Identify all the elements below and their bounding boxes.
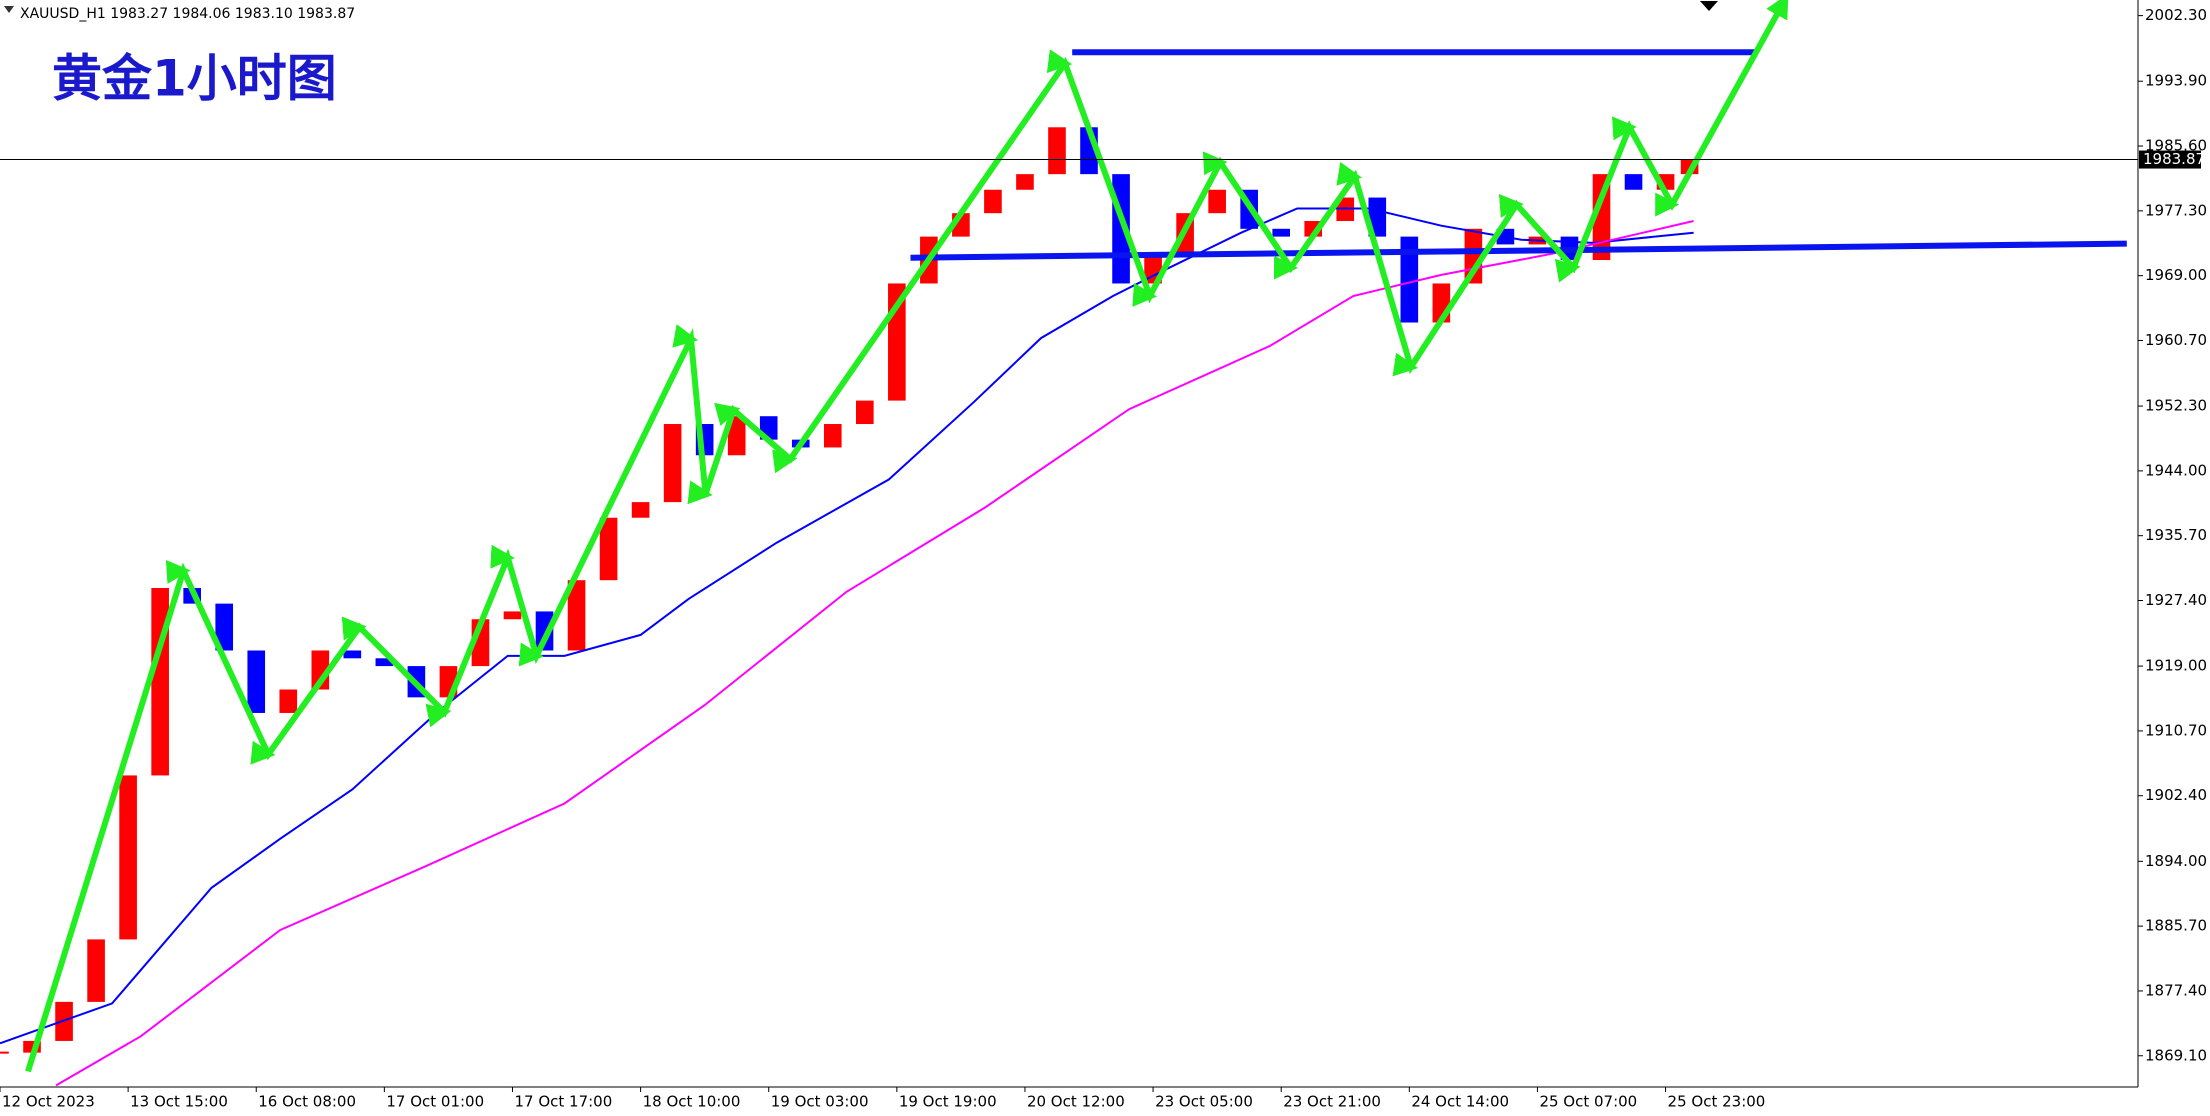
x-tick-label: 12 Oct 2023: [2, 1093, 95, 1111]
y-tick-label: 1902.40: [2145, 786, 2207, 804]
x-tick-label: 23 Oct 21:00: [1283, 1093, 1381, 1111]
x-tick-label: 19 Oct 03:00: [771, 1093, 869, 1111]
candle: [279, 689, 298, 713]
y-tick-label: 1927.40: [2145, 591, 2207, 609]
candle: [119, 775, 137, 940]
x-tick-label: 20 Oct 12:00: [1027, 1093, 1125, 1111]
x-tick-label: 18 Oct 10:00: [643, 1093, 741, 1111]
x-tick-label: 25 Oct 07:00: [1539, 1093, 1637, 1111]
y-tick-label: 1919.00: [2145, 657, 2207, 675]
chart-title: 黄金1小时图: [52, 50, 337, 108]
x-tick-label: 13 Oct 15:00: [130, 1093, 228, 1111]
candle: [247, 650, 266, 713]
x-tick-label: 17 Oct 01:00: [386, 1093, 484, 1111]
y-tick-label: 1960.70: [2145, 331, 2207, 349]
candle: [23, 1040, 41, 1053]
y-tick-label: 1952.30: [2145, 397, 2207, 415]
candle: [663, 424, 682, 503]
trend-arrow: [25, 0, 1789, 1073]
chart-header: XAUUSD_H1 1983.27 1984.06 1983.10 1983.8…: [20, 6, 355, 22]
candle: [1624, 174, 1643, 190]
y-tick-label: 1935.70: [2145, 526, 2207, 544]
candle: [1272, 228, 1291, 237]
y-tick-label: 1969.00: [2145, 266, 2207, 284]
last-price-label: 1983.87: [2143, 150, 2205, 168]
symbol-icon: [4, 6, 14, 13]
x-tick-label: 19 Oct 19:00: [899, 1093, 997, 1111]
plot-area: [0, 0, 2138, 1087]
candle: [856, 400, 874, 425]
y-tick-label: 1993.90: [2145, 72, 2207, 90]
y-tick-label: 2002.30: [2145, 6, 2207, 24]
candle: [1048, 127, 1066, 175]
x-tick-label: 24 Oct 14:00: [1411, 1093, 1509, 1111]
y-tick-label: 1877.40: [2145, 981, 2207, 999]
candle: [1208, 189, 1226, 214]
candle: [343, 650, 362, 659]
y-tick-label: 1910.70: [2145, 721, 2207, 739]
y-tick-label: 1985.60: [2145, 137, 2207, 155]
x-tick-label: 25 Oct 23:00: [1668, 1093, 1766, 1111]
x-tick-label: 16 Oct 08:00: [258, 1093, 356, 1111]
candle: [87, 939, 105, 1002]
last-price-tag: [2139, 150, 2201, 169]
candle: [823, 424, 842, 448]
candle: [984, 189, 1002, 214]
y-tick-label: 1869.10: [2145, 1046, 2207, 1064]
y-tick-label: 1885.70: [2145, 917, 2207, 935]
x-tick-label: 17 Oct 17:00: [514, 1093, 612, 1111]
x-tick-label: 23 Oct 05:00: [1155, 1093, 1253, 1111]
y-tick-label: 1977.30: [2145, 201, 2207, 219]
y-tick-label: 1944.00: [2145, 461, 2207, 479]
candle: [631, 502, 650, 518]
candle: [503, 611, 522, 620]
candle: [1016, 174, 1034, 190]
y-tick-label: 1894.00: [2145, 852, 2207, 870]
